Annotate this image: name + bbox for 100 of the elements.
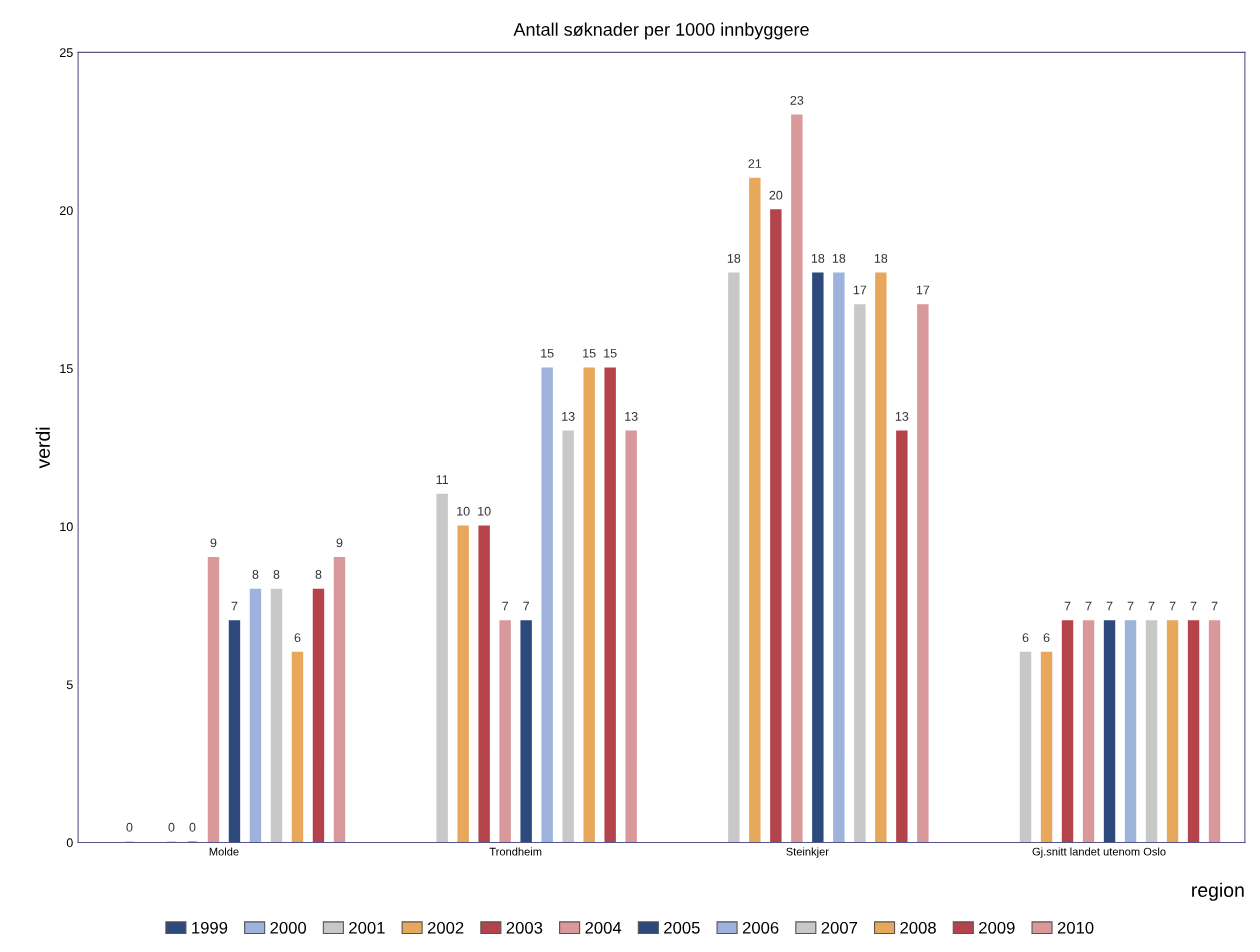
legend-label: 2001 bbox=[349, 921, 385, 934]
bar bbox=[875, 272, 887, 843]
data-label: 0 bbox=[168, 822, 175, 832]
data-label: 18 bbox=[727, 253, 741, 263]
bar bbox=[1145, 620, 1158, 843]
legend-label: 2003 bbox=[506, 921, 543, 934]
bar bbox=[749, 177, 761, 843]
legend-label: 2005 bbox=[664, 921, 700, 934]
data-label: 18 bbox=[874, 253, 888, 263]
bar bbox=[1103, 620, 1116, 843]
data-label: 7 bbox=[1085, 601, 1092, 611]
x-tick-label: Molde bbox=[209, 847, 239, 856]
legend-label: 2006 bbox=[742, 921, 779, 934]
bar bbox=[436, 493, 448, 843]
bar bbox=[541, 367, 553, 843]
bar bbox=[1061, 620, 1074, 843]
data-label: 23 bbox=[790, 95, 804, 105]
bar bbox=[812, 272, 824, 843]
legend-label: 2008 bbox=[900, 921, 936, 934]
bar bbox=[917, 304, 929, 843]
data-label: 7 bbox=[1190, 601, 1197, 611]
y-tick-label: 0 bbox=[66, 838, 73, 848]
data-label: 8 bbox=[273, 570, 280, 579]
data-label: 0 bbox=[189, 822, 196, 832]
bar bbox=[728, 272, 740, 843]
data-label: 20 bbox=[769, 190, 783, 200]
data-label: 17 bbox=[853, 285, 867, 295]
bar bbox=[1082, 620, 1095, 843]
legend-label: 2009 bbox=[979, 921, 1015, 934]
data-label: 7 bbox=[1127, 601, 1134, 611]
bar bbox=[478, 525, 490, 843]
data-label: 7 bbox=[1169, 601, 1176, 611]
bar bbox=[1187, 620, 1200, 843]
x-axis-title: region bbox=[1192, 882, 1244, 901]
legend-label: 2004 bbox=[585, 921, 622, 934]
bar bbox=[249, 588, 262, 843]
bar bbox=[562, 430, 574, 843]
bar bbox=[770, 209, 782, 843]
legend-label: 2010 bbox=[1057, 921, 1094, 934]
bar bbox=[270, 588, 283, 843]
y-tick-label: 15 bbox=[60, 364, 73, 374]
bar bbox=[625, 430, 637, 843]
x-tick-label: Gj.snitt landet utenom Oslo bbox=[1032, 847, 1166, 858]
bar bbox=[1166, 620, 1179, 843]
data-label: 7 bbox=[1211, 601, 1218, 611]
data-label: 10 bbox=[478, 506, 491, 516]
data-label: 15 bbox=[604, 348, 617, 358]
bar bbox=[583, 367, 595, 843]
data-label: 9 bbox=[336, 538, 343, 548]
bar bbox=[520, 620, 532, 843]
bar bbox=[854, 304, 866, 843]
x-tick-label: Steinkjer bbox=[786, 847, 829, 858]
bar bbox=[228, 620, 241, 843]
data-label: 7 bbox=[1106, 601, 1113, 611]
data-label: 9 bbox=[210, 538, 217, 548]
bar bbox=[1019, 651, 1032, 843]
bar bbox=[791, 114, 803, 843]
data-label: 0 bbox=[126, 822, 133, 832]
bar bbox=[207, 557, 220, 843]
data-label: 7 bbox=[1064, 601, 1071, 611]
data-label: 21 bbox=[748, 159, 762, 168]
bar bbox=[291, 651, 304, 843]
bar bbox=[604, 367, 616, 843]
data-label: 8 bbox=[252, 570, 259, 579]
bar bbox=[457, 525, 469, 843]
y-tick-label: 5 bbox=[66, 680, 73, 690]
data-label: 6 bbox=[1022, 633, 1029, 643]
data-label: 7 bbox=[502, 601, 508, 611]
bar bbox=[1124, 620, 1137, 843]
data-label: 6 bbox=[1043, 633, 1050, 643]
y-tick-label: 25 bbox=[59, 48, 73, 58]
bar bbox=[312, 588, 325, 843]
data-label: 7 bbox=[231, 601, 238, 611]
data-label: 13 bbox=[895, 411, 909, 421]
bar bbox=[896, 430, 908, 843]
legend-label: 2007 bbox=[821, 921, 858, 934]
bar bbox=[499, 620, 511, 843]
data-label: 8 bbox=[315, 570, 322, 579]
y-axis-title: verdi bbox=[35, 427, 50, 469]
bar bbox=[333, 557, 346, 843]
legend-label: 2000 bbox=[270, 921, 307, 934]
y-tick-label: 10 bbox=[60, 522, 73, 532]
y-tick-label: 20 bbox=[59, 206, 73, 216]
legend-label: 1999 bbox=[192, 921, 228, 934]
bar bbox=[1040, 651, 1053, 843]
data-label: 18 bbox=[811, 253, 825, 263]
x-tick-label: Trondheim bbox=[489, 847, 542, 856]
bar bbox=[833, 272, 845, 843]
data-label: 18 bbox=[832, 253, 846, 263]
data-label: 6 bbox=[294, 633, 301, 643]
data-label: 7 bbox=[523, 601, 529, 611]
data-label: 7 bbox=[1148, 601, 1155, 611]
chart-title: Antall søknader per 1000 innbyggere bbox=[513, 22, 809, 40]
data-label: 13 bbox=[562, 411, 575, 421]
data-label: 15 bbox=[583, 348, 596, 358]
legend-label: 2002 bbox=[427, 921, 464, 934]
data-label: 17 bbox=[916, 285, 930, 295]
data-label: 10 bbox=[457, 506, 470, 516]
data-label: 15 bbox=[541, 348, 554, 358]
data-label: 11 bbox=[436, 475, 449, 484]
